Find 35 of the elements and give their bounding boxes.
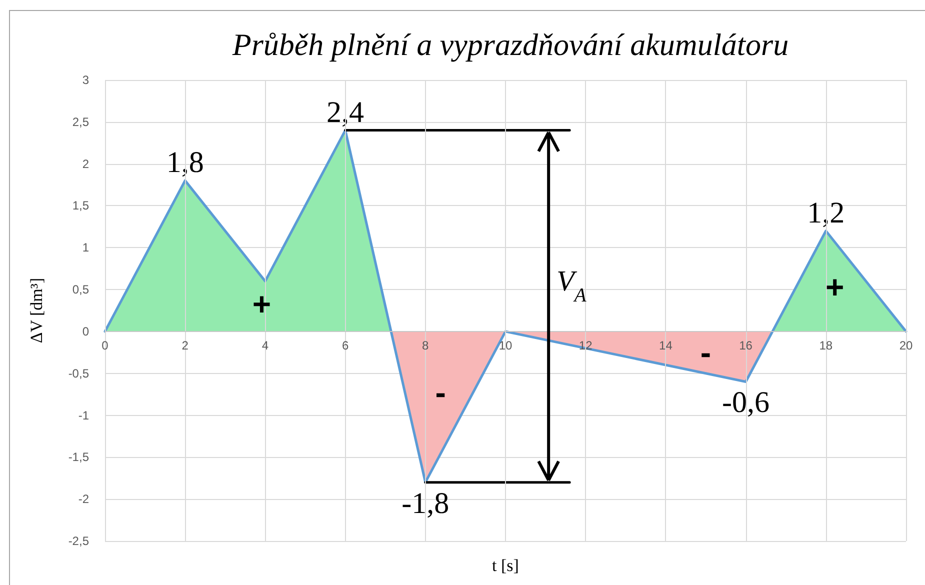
x-tick-label: 10 bbox=[498, 338, 512, 352]
x-tick-label: 18 bbox=[819, 338, 833, 352]
y-tick-label: 1 bbox=[82, 240, 90, 255]
x-tick-label: 16 bbox=[739, 338, 753, 352]
y-axis-title: ΔV [dm³] bbox=[27, 278, 46, 344]
annotation: + bbox=[252, 286, 272, 322]
data-label: -0,6 bbox=[722, 386, 770, 420]
y-tick-label: -1,5 bbox=[68, 450, 90, 464]
x-tick-label: 0 bbox=[102, 338, 109, 352]
x-tick-label: 14 bbox=[659, 338, 673, 352]
annotation: + bbox=[826, 268, 844, 305]
annotation: - bbox=[700, 334, 712, 370]
y-tick-label: 2,5 bbox=[72, 114, 90, 129]
y-tick-label: 2 bbox=[82, 156, 90, 171]
x-tick-label: 2 bbox=[182, 338, 189, 352]
y-tick-label: -0,5 bbox=[68, 366, 90, 380]
data-label: 1,8 bbox=[166, 146, 204, 180]
y-tick-label: -1 bbox=[78, 408, 90, 422]
x-tick-label: 8 bbox=[422, 338, 430, 352]
x-axis-title: t [s] bbox=[492, 556, 519, 575]
x-tick-label: 6 bbox=[342, 338, 349, 352]
data-label: -1,8 bbox=[402, 486, 450, 520]
annotation: V$_{A}$ bbox=[556, 265, 588, 306]
y-tick-label: -2 bbox=[78, 492, 90, 506]
annotation: - bbox=[435, 374, 446, 411]
data-label: 1,2 bbox=[807, 196, 845, 230]
x-tick-label: 4 bbox=[262, 338, 269, 352]
chart-title: Průběh plnění a vyprazdňování akumulátoru bbox=[231, 27, 789, 62]
data-label: 2,4 bbox=[326, 96, 364, 129]
y-tick-label: 1,5 bbox=[72, 198, 90, 213]
y-tick-label: 3 bbox=[82, 73, 90, 87]
y-tick-label: 0,5 bbox=[72, 282, 90, 297]
y-tick-label: 0 bbox=[82, 324, 90, 338]
y-tick-label: -2,5 bbox=[68, 534, 90, 548]
x-tick-label: 20 bbox=[899, 338, 913, 352]
